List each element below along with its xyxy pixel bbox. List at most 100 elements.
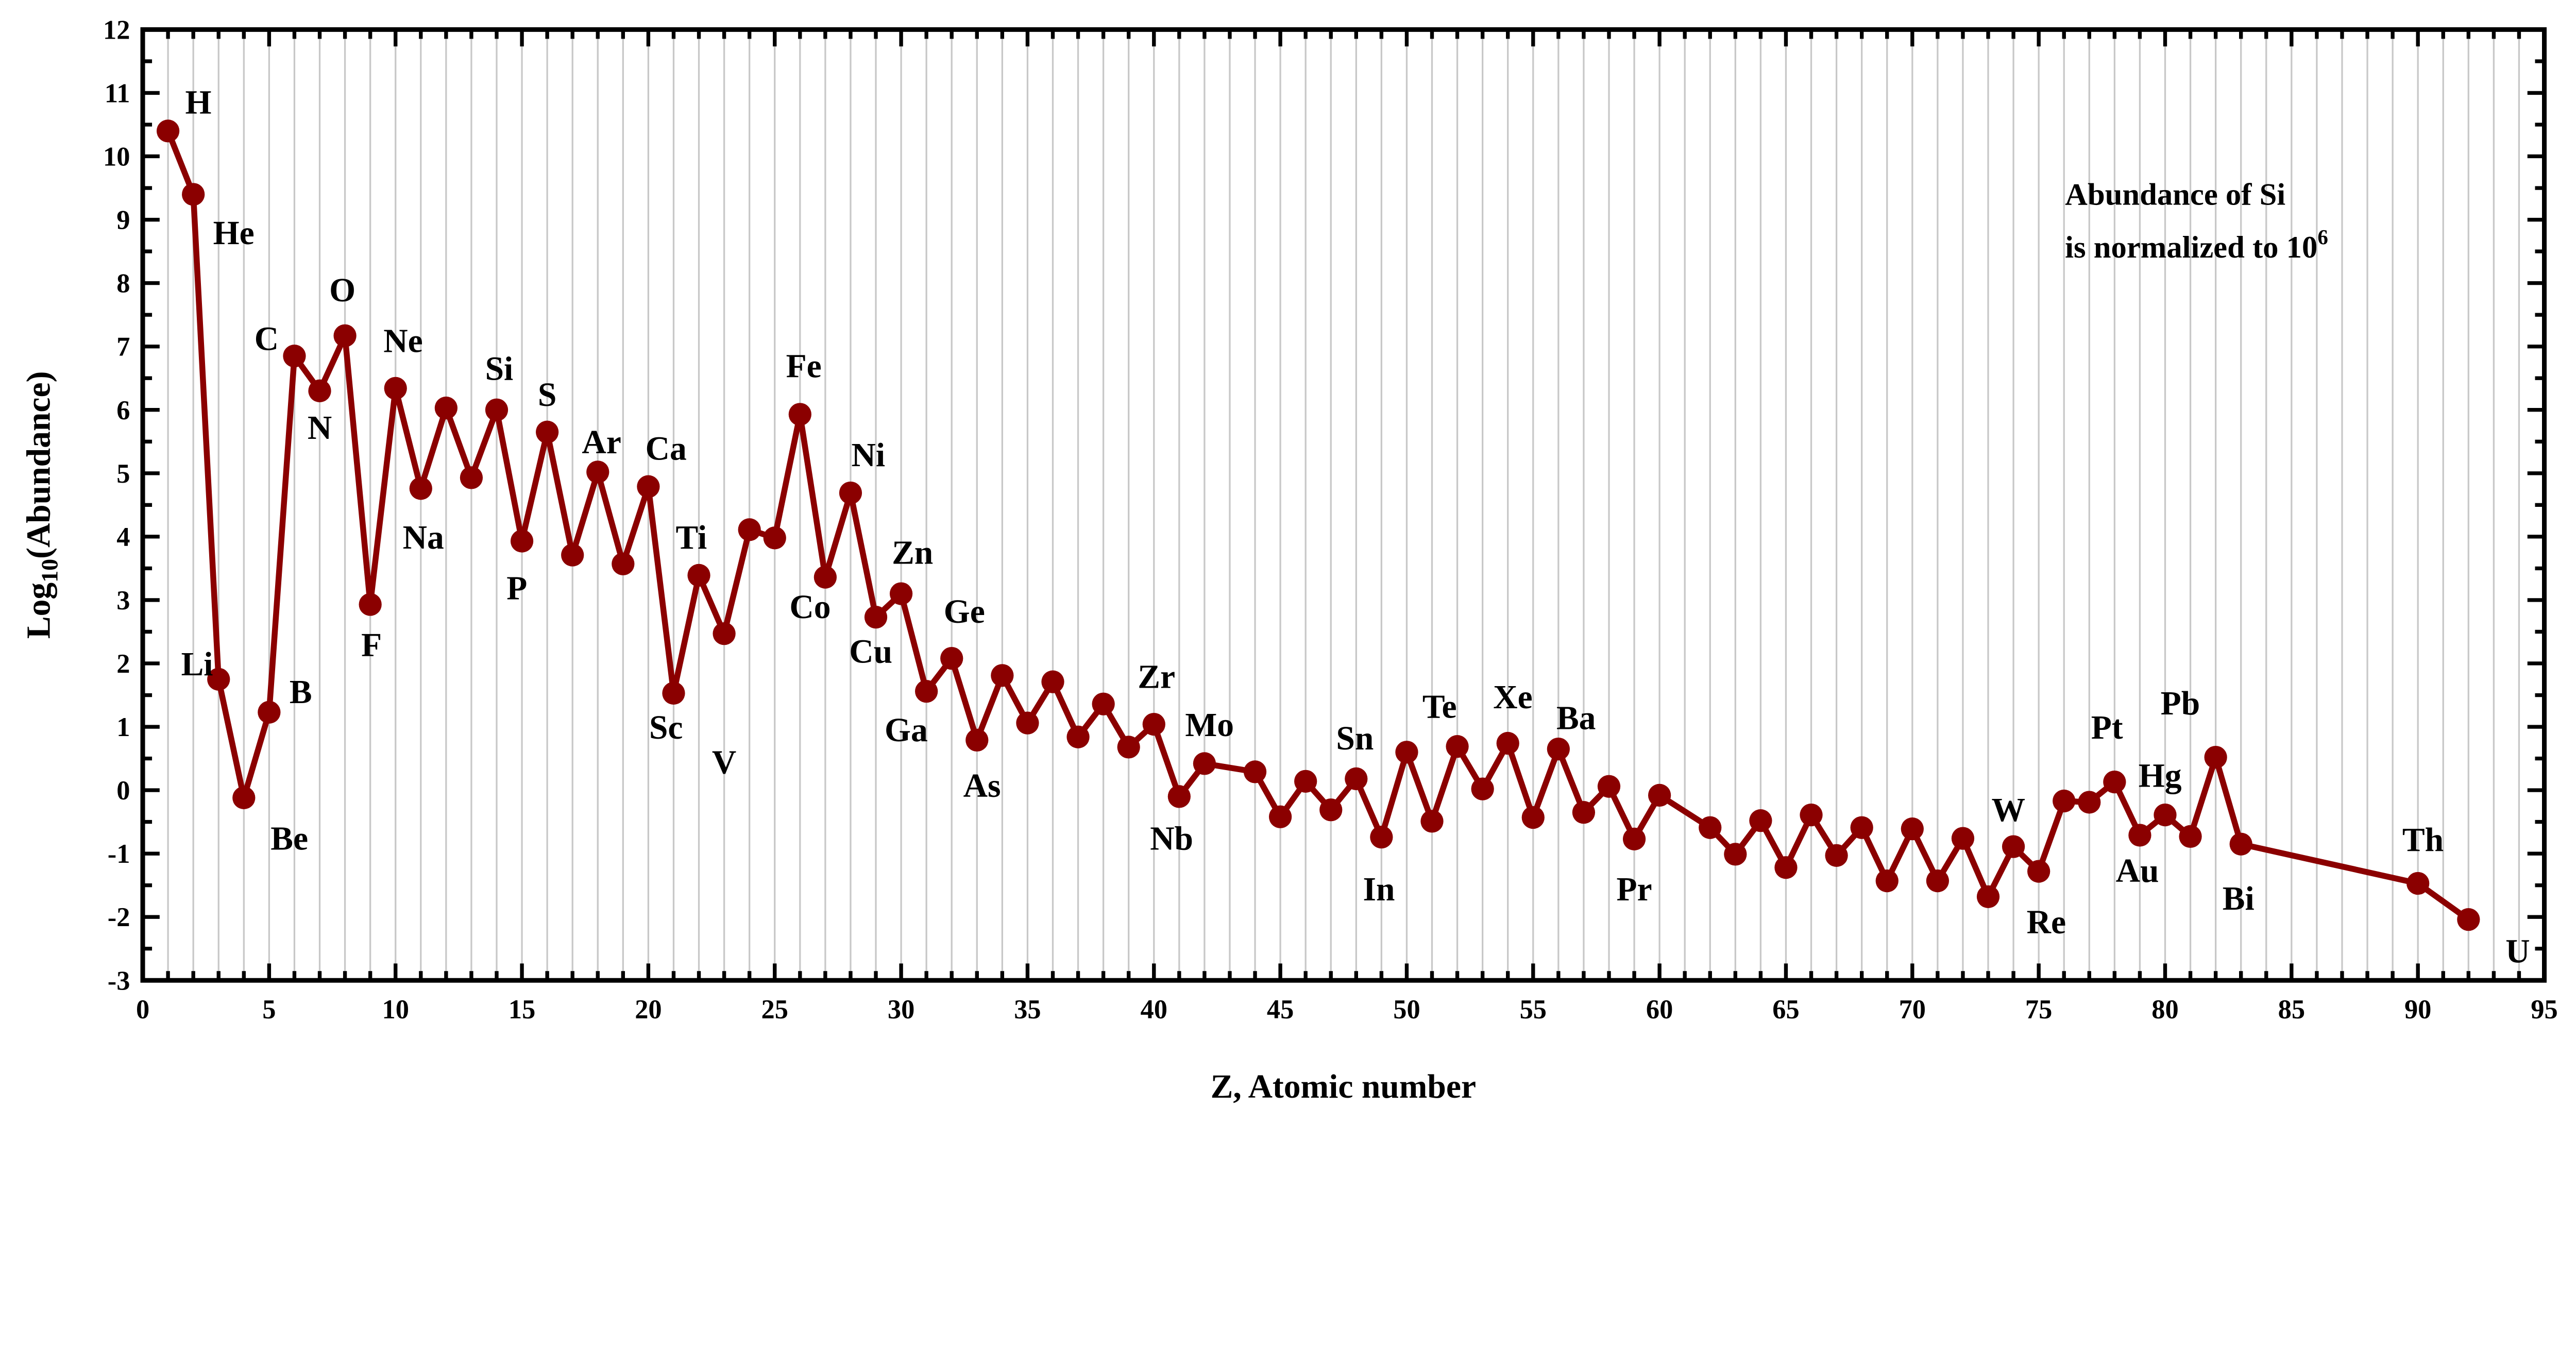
- y-tick-label: 5: [116, 459, 130, 489]
- data-point: [839, 481, 862, 505]
- data-point: [1521, 806, 1545, 829]
- data-point: [1041, 670, 1064, 693]
- data-point: [889, 582, 913, 605]
- element-label-si: Si: [485, 350, 514, 387]
- data-point: [763, 526, 786, 550]
- x-tick-label: 20: [635, 995, 662, 1025]
- y-tick-label: 10: [103, 142, 130, 172]
- grid-lines: [167, 29, 2520, 981]
- x-tick-label: 75: [2025, 995, 2052, 1025]
- element-label-hg: Hg: [2139, 758, 2182, 795]
- data-point: [1724, 843, 1747, 866]
- data-point: [1117, 736, 1140, 759]
- data-point: [232, 786, 256, 809]
- y-tick-label: 0: [116, 776, 130, 806]
- element-label-ba: Ba: [1556, 700, 1596, 737]
- y-tick-label: -1: [108, 839, 130, 869]
- data-point: [1547, 737, 1570, 761]
- data-point: [965, 728, 989, 752]
- y-tick-label: 12: [103, 15, 130, 45]
- data-point: [308, 379, 331, 402]
- data-point: [713, 622, 736, 645]
- abundance-chart: 0 5 10 15 20 25 30 35 40 45 50 55 60 65 70 75 80 85 90 95-3…: [21, 15, 2558, 1105]
- y-tick-label: 4: [116, 522, 130, 552]
- data-point: [991, 664, 1014, 687]
- y-tick-label: -2: [108, 902, 130, 932]
- data-point: [940, 646, 963, 670]
- data-point: [662, 681, 685, 705]
- data-series: [156, 120, 2480, 931]
- element-label-pt: Pt: [2091, 709, 2123, 746]
- element-label-re: Re: [2027, 904, 2066, 941]
- data-point: [1092, 692, 1115, 715]
- data-point: [1167, 785, 1191, 808]
- y-axis-title-rest: (Abundance): [21, 371, 58, 559]
- element-label-o: O: [329, 272, 355, 309]
- element-label-zn: Zn: [892, 534, 933, 571]
- element-labels: H He Li Be B C N O Ne Na F Si S P Ar Ca Ti Sc V Fe Ni Co Zn Cu G…: [181, 84, 2530, 970]
- annotation-line1: Abundance of Si: [2065, 178, 2285, 212]
- data-point: [2103, 770, 2126, 794]
- x-tick-label: 90: [2404, 995, 2431, 1025]
- x-tick-label: 5: [262, 995, 276, 1025]
- data-point: [1875, 869, 1899, 893]
- data-point: [1648, 783, 1671, 807]
- element-label-xe: Xe: [1493, 679, 1532, 716]
- x-tick-label: 0: [136, 995, 149, 1025]
- data-point: [1976, 885, 2000, 908]
- x-tick-label: 40: [1141, 995, 1167, 1025]
- element-label-f: F: [361, 627, 382, 664]
- data-point: [586, 460, 609, 484]
- data-point: [1597, 775, 1621, 798]
- data-point: [1395, 741, 1418, 764]
- element-label-na: Na: [403, 519, 444, 556]
- data-point: [1901, 817, 1924, 841]
- element-label-nb: Nb: [1150, 820, 1193, 857]
- element-label-te: Te: [1422, 688, 1457, 725]
- y-tick-label: 7: [116, 332, 130, 362]
- data-point: [864, 606, 888, 629]
- data-point: [1699, 816, 1722, 839]
- y-tick-label: 3: [116, 586, 130, 616]
- data-point: [1622, 827, 1646, 850]
- data-point: [258, 701, 281, 724]
- y-tick-label: -3: [108, 966, 130, 996]
- element-label-au: Au: [2116, 852, 2159, 890]
- data-point: [1749, 809, 1772, 832]
- data-point: [1496, 731, 1519, 755]
- element-label-ca: Ca: [646, 431, 687, 468]
- data-point: [2078, 791, 2101, 814]
- data-point: [1800, 803, 1823, 827]
- data-point: [2002, 835, 2025, 858]
- x-tick-label: 70: [1899, 995, 1926, 1025]
- y-tick-label: 6: [116, 396, 130, 425]
- x-tick-label: 60: [1646, 995, 1673, 1025]
- data-point: [485, 398, 509, 421]
- data-point: [1066, 725, 1090, 748]
- data-point: [1243, 760, 1267, 783]
- data-point: [409, 477, 432, 500]
- x-tick-label: 65: [1772, 995, 1799, 1025]
- element-label-ga: Ga: [885, 712, 928, 749]
- x-tick-label: 55: [1520, 995, 1547, 1025]
- data-point: [1345, 767, 1368, 791]
- data-point: [2457, 908, 2480, 931]
- element-label-pb: Pb: [2161, 685, 2200, 722]
- y-tick-label: 11: [105, 78, 130, 108]
- element-label-p: P: [506, 570, 527, 607]
- data-point: [182, 183, 205, 206]
- x-tick-label: 95: [2531, 995, 2557, 1025]
- data-point: [2154, 803, 2177, 827]
- element-label-in: In: [1363, 871, 1395, 908]
- element-label-sn: Sn: [1336, 720, 1374, 757]
- plot-frame: [140, 27, 2547, 983]
- data-point: [2179, 825, 2202, 848]
- x-tick-label: 25: [761, 995, 788, 1025]
- data-point: [1016, 711, 1039, 735]
- element-label-li: Li: [181, 646, 213, 683]
- data-point: [561, 543, 584, 567]
- y-tick-label: 9: [116, 206, 130, 235]
- x-tick-label: 80: [2151, 995, 2178, 1025]
- data-point: [915, 679, 938, 703]
- element-label-zr: Zr: [1138, 659, 1175, 696]
